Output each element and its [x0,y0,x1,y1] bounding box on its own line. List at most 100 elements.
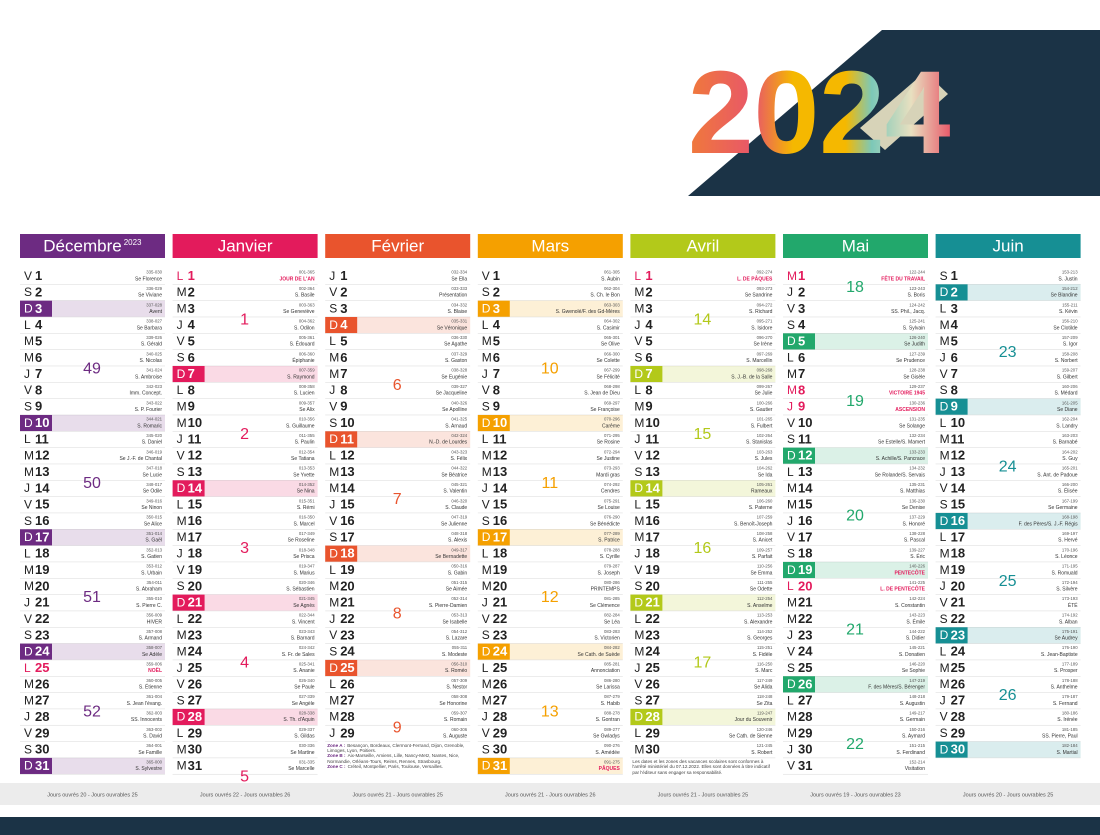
week-number: 19 [846,393,864,410]
day-letter: J [24,481,30,495]
day-letter: M [482,563,492,577]
day-number: 6 [493,350,500,365]
day-count: 165-201 [1062,466,1078,471]
day-count: 337-028 [146,302,162,307]
saint-name: Se Roseline [288,538,315,544]
saint-name: S. Cyrille [600,554,620,560]
day-count: 013-353 [299,466,315,471]
day-number: 31 [35,758,49,773]
day-letter: L [940,530,947,544]
saint-name: S. Nicolas [139,358,162,364]
day-number: 14 [493,480,508,495]
vacation-note: Les dates et les zones des vacances scol… [632,758,770,775]
day-count: 356-009 [146,613,162,618]
saint-name: Se Julienne [441,521,467,527]
day-count: 357-008 [146,629,162,634]
day-count: 002-364 [299,286,315,291]
month-name: Janvier [218,236,273,255]
day-count: 037-329 [451,351,467,356]
saint-name: Se Louise [598,505,620,511]
sunday-box [172,594,205,611]
saint-name: S. Guillaume [286,423,315,429]
saint-name: Se Bénédicte [590,521,620,527]
day-letter: M [940,448,950,462]
saint-name: S. Romaric [137,423,162,429]
day-number: 12 [493,448,507,463]
day-letter: M [482,465,492,479]
day-letter: V [329,399,337,413]
sunday-box [325,545,358,562]
day-number: 23 [645,627,659,642]
day-letter: L [482,432,489,446]
day-count: 101-265 [757,417,773,422]
day-letter: S [24,742,32,756]
saint-name: Visitation [905,766,925,772]
day-letter: D [329,432,338,446]
day-count: 156-210 [1062,319,1078,324]
day-count: 045-321 [451,482,467,487]
day-letter: M [482,579,492,593]
sunday-box [935,627,968,644]
day-letter: M [329,693,339,707]
day-count: 014-352 [299,482,315,487]
saint-name: S. Constantin [895,603,925,609]
day-number: 29 [493,725,507,740]
week-number: 13 [541,703,559,720]
day-number: 15 [951,497,965,512]
month-header [935,234,1081,258]
day-letter: M [177,644,187,658]
saint-name: Se Eugénie [441,374,467,380]
day-number: 8 [645,382,652,397]
saint-name: S. Rémi [297,505,315,511]
day-letter: M [482,334,492,348]
day-letter: D [482,416,491,430]
day-letter: M [634,301,644,315]
day-number: 16 [951,513,965,528]
day-letter: M [329,595,339,609]
day-number: 15 [188,497,202,512]
day-letter: V [177,563,185,577]
day-number: 4 [340,317,348,332]
day-number: 17 [645,529,659,544]
saint-name: S. Gildas [294,734,315,740]
saint-name: S. Jean-Baptiste [1041,652,1078,658]
saint-name: Se Estelle/S. Mamert [878,440,926,446]
day-number: 16 [493,513,507,528]
saint-name: Annonciation [591,668,620,674]
day-letter: J [482,367,488,381]
saint-name: Se Diane [1057,407,1078,413]
day-count: 089-277 [604,727,620,732]
day-number: 6 [798,350,805,365]
day-letter: S [634,465,642,479]
day-letter: M [24,563,34,577]
day-number: 28 [35,709,49,724]
saint-name: S. Marcellin [746,358,772,364]
day-count: 121-245 [757,743,773,748]
day-letter: D [787,334,796,348]
saint-name: S. Amédée [595,750,620,756]
saint-name: S. Landry [1056,423,1078,429]
saint-name: Présentation [439,293,467,299]
day-count: 110-256 [757,564,773,569]
day-number: 1 [493,268,500,283]
day-number: 12 [798,448,812,463]
day-number: 21 [493,595,507,610]
sunday-tint [357,545,471,562]
day-count: 076-290 [604,515,620,520]
saint-name: PÂQUES [599,765,621,772]
day-number: 24 [798,644,813,659]
sunday-tint [967,741,1081,758]
saint-name: SS. Innocents [131,717,163,723]
saint-name: S. Auguste [443,734,467,740]
day-letter: M [787,269,797,283]
day-number: 2 [645,284,652,299]
day-letter: S [329,416,337,430]
day-number: 20 [951,578,965,593]
day-letter: S [634,350,642,364]
saint-name: S. Marius [293,570,315,576]
day-count: 169-197 [1062,531,1078,536]
sunday-tint [967,512,1081,530]
day-letter: V [329,628,337,642]
saint-name: Se Ninon [141,505,162,511]
